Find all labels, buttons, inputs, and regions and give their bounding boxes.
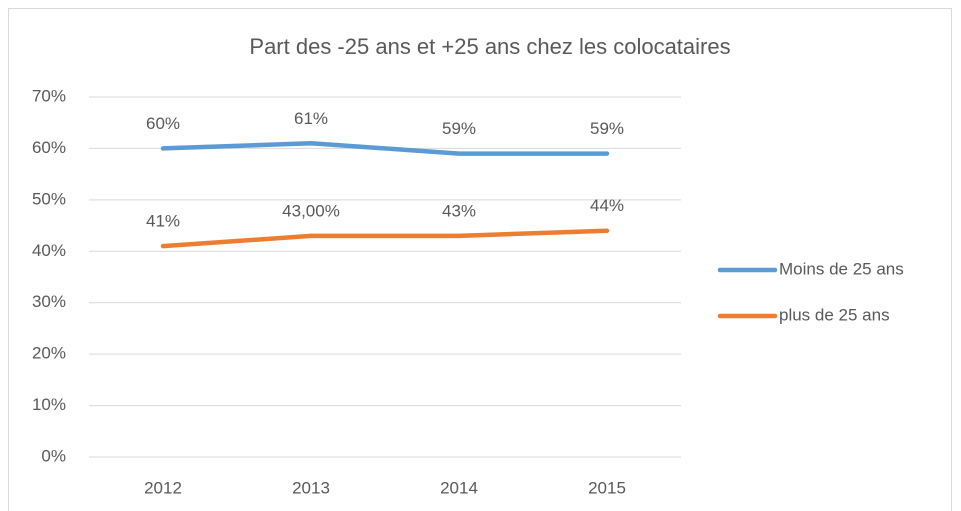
y-tick-label: 50% (32, 189, 66, 208)
data-label: 43,00% (282, 201, 340, 220)
x-tick-label: 2014 (440, 478, 478, 497)
series-line (160, 141, 610, 156)
chart-border (8, 8, 952, 511)
series-line (160, 228, 610, 249)
y-tick-label: 70% (32, 86, 66, 105)
y-tick-label: 60% (32, 138, 66, 157)
chart-title: Part des -25 ans et +25 ans chez les col… (249, 34, 730, 59)
data-label: 59% (442, 119, 476, 138)
data-label: 43% (442, 201, 476, 220)
x-tick-label: 2015 (588, 478, 626, 497)
data-label: 59% (590, 119, 624, 138)
y-tick-label: 40% (32, 241, 66, 260)
data-label: 60% (146, 114, 180, 133)
y-tick-label: 10% (32, 395, 66, 414)
x-tick-label: 2012 (144, 478, 182, 497)
data-label: 61% (294, 109, 328, 128)
data-label: 44% (590, 196, 624, 215)
legend-label: plus de 25 ans (779, 305, 890, 324)
legend-label: Moins de 25 ans (779, 259, 904, 278)
y-tick-label: 20% (32, 344, 66, 363)
y-tick-label: 30% (32, 292, 66, 311)
x-tick-label: 2013 (292, 478, 330, 497)
data-label: 41% (146, 212, 180, 231)
y-tick-label: 0% (41, 446, 66, 465)
